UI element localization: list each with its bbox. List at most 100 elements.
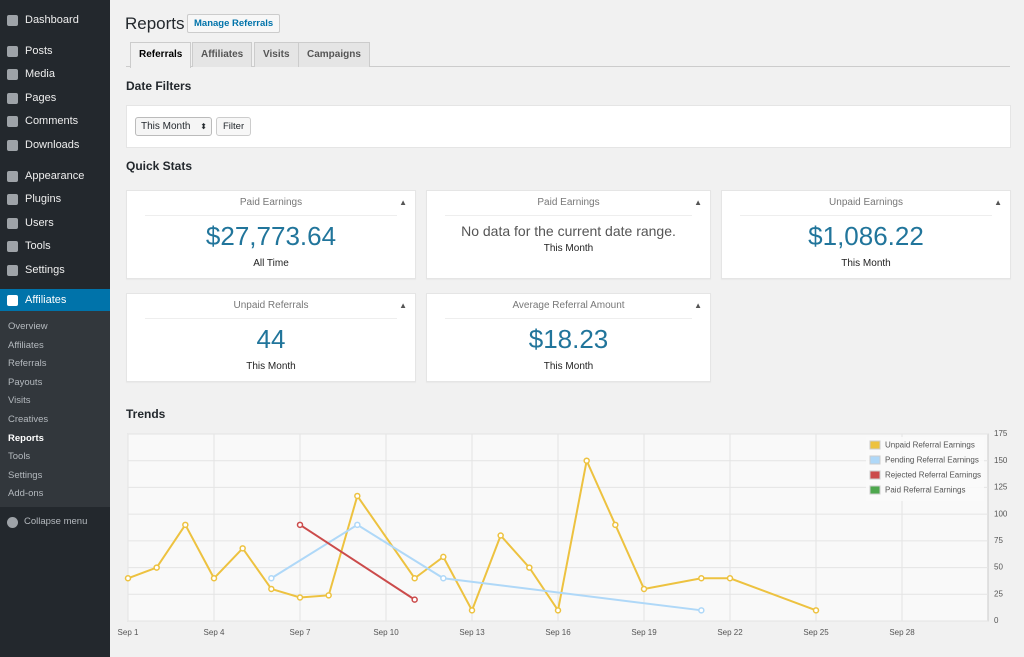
- submenu-item[interactable]: Creatives: [8, 414, 49, 425]
- submenu-item[interactable]: Settings: [8, 469, 43, 481]
- stat-label: Paid Earnings: [445, 197, 692, 216]
- collapse-menu[interactable]: Collapse menu: [24, 516, 88, 527]
- stat-period: All Time: [253, 258, 289, 269]
- section-title: Quick Stats: [126, 159, 193, 173]
- stat-card: Paid Earnings ▲ No data for the current da…: [426, 190, 711, 279]
- legend-label: Pending Referral Earnings: [885, 456, 979, 465]
- submenu-item[interactable]: Tools: [8, 451, 31, 463]
- data-point: [698, 575, 705, 582]
- stat-label: Average Referral Amount: [445, 300, 692, 319]
- menu-item[interactable]: Appearance: [25, 170, 85, 182]
- date-select[interactable]: This Month ⬍: [135, 117, 212, 136]
- submenu-item[interactable]: Referrals: [8, 358, 47, 370]
- menu-icon: [7, 69, 18, 80]
- menu-item[interactable]: Users: [25, 217, 54, 229]
- stat-label: Unpaid Earnings: [740, 197, 992, 216]
- tab[interactable]: Campaigns: [298, 42, 370, 67]
- data-point: [153, 564, 160, 571]
- submenu-item[interactable]: Visits: [8, 395, 31, 407]
- tab[interactable]: Visits: [254, 42, 299, 67]
- sidebar: Dashboard Posts Media Pages Comments Download…: [0, 0, 110, 657]
- data-point: [268, 585, 275, 593]
- data-point: [726, 575, 734, 582]
- data-point: [296, 521, 304, 529]
- filter-box: This Month ⬍ Filter: [126, 105, 1011, 148]
- menu-item[interactable]: Affiliates: [25, 294, 67, 306]
- stat-value: $18.23: [528, 324, 609, 354]
- x-tick-label: Sep 28: [889, 628, 915, 637]
- menu-item[interactable]: Media: [25, 68, 55, 80]
- menu-item[interactable]: Plugins: [25, 193, 62, 205]
- collapse-arrow[interactable]: ▲: [399, 198, 407, 207]
- legend-swatch: [869, 440, 881, 450]
- menu-item[interactable]: Posts: [25, 45, 53, 57]
- tab[interactable]: Affiliates: [192, 42, 253, 67]
- tab[interactable]: Referrals: [130, 42, 192, 68]
- y-tick-label: 150: [994, 456, 1008, 465]
- stat-card: Average Referral Amount ▲ $18.23 This Month: [426, 293, 711, 382]
- chart: 0 25 50 75 100 125 150 175 Sep 1 Sep 4 Sep 7 Sep 10…: [118, 429, 1008, 637]
- data-point: [526, 564, 533, 571]
- stat-label: Unpaid Referrals: [145, 300, 397, 319]
- section-title: Date Filters: [126, 79, 192, 93]
- menu-icon: [7, 171, 18, 182]
- submenu-item[interactable]: Payouts: [8, 376, 43, 388]
- data-point: [583, 457, 590, 464]
- data-point: [554, 607, 562, 614]
- stat-value: $27,773.64: [205, 221, 337, 251]
- submenu-item[interactable]: Affiliates: [8, 339, 44, 351]
- submenu-item[interactable]: Reports: [8, 432, 44, 444]
- data-point: [210, 575, 218, 582]
- chart-title: Trends: [126, 407, 166, 421]
- menu-item[interactable]: Dashboard: [25, 14, 79, 26]
- y-tick-label: 100: [994, 509, 1008, 518]
- x-tick-label: Sep 4: [204, 628, 225, 637]
- data-point: [497, 532, 504, 539]
- menu-icon: [7, 15, 18, 26]
- select-text: This Month: [141, 121, 191, 132]
- stat-period: This Month: [543, 361, 594, 372]
- submenu-item[interactable]: Add-ons: [8, 488, 44, 500]
- data-point: [124, 575, 132, 582]
- legend-label: Unpaid Referral Earnings: [885, 441, 975, 450]
- stat-period: This Month: [543, 243, 594, 254]
- menu-icon: [7, 218, 18, 229]
- series-line: [299, 523, 416, 601]
- submenu-bg: [0, 311, 110, 507]
- x-tick-label: Sep 16: [545, 628, 571, 637]
- y-tick-label: 175: [994, 429, 1008, 438]
- page-title: Reports: [125, 14, 185, 33]
- menu-icon: [7, 116, 18, 127]
- data-point: [698, 607, 705, 614]
- menu-icon: [7, 46, 18, 57]
- submenu-item[interactable]: Overview: [8, 321, 48, 332]
- collapse-arrow[interactable]: ▲: [694, 301, 702, 310]
- menu-icon: [7, 241, 18, 252]
- data-point: [468, 607, 476, 614]
- filter-button[interactable]: Filter: [216, 117, 252, 136]
- menu-item[interactable]: Pages: [25, 92, 57, 104]
- data-point: [411, 575, 418, 582]
- manage-referrals-button[interactable]: Manage Referrals: [187, 14, 281, 33]
- x-tick-label: Sep 13: [459, 628, 485, 637]
- active-menu-bg: [0, 289, 110, 311]
- menu-item[interactable]: Downloads: [25, 139, 80, 151]
- stat-card: Paid Earnings ▲ $27,773.64 All Time: [126, 190, 416, 279]
- menu-item[interactable]: Comments: [25, 115, 79, 127]
- legend-swatch: [869, 485, 881, 495]
- collapse-arrow[interactable]: ▲: [694, 198, 702, 207]
- y-tick-label: 50: [994, 563, 1003, 572]
- stat-value: $1,086.22: [808, 221, 924, 251]
- menu-item[interactable]: Settings: [25, 264, 65, 276]
- tab-line: [126, 66, 1010, 67]
- x-tick-label: Sep 22: [717, 628, 743, 637]
- legend-box: [866, 437, 984, 501]
- menu-item[interactable]: Tools: [25, 240, 51, 252]
- collapse-arrow[interactable]: ▲: [399, 301, 407, 310]
- y-tick-label: 125: [994, 483, 1008, 492]
- collapse-arrow[interactable]: ▲: [994, 198, 1002, 207]
- data-point: [182, 521, 189, 529]
- data-point: [440, 575, 447, 582]
- collapse-icon: [7, 517, 18, 528]
- x-tick-label: Sep 19: [631, 628, 657, 637]
